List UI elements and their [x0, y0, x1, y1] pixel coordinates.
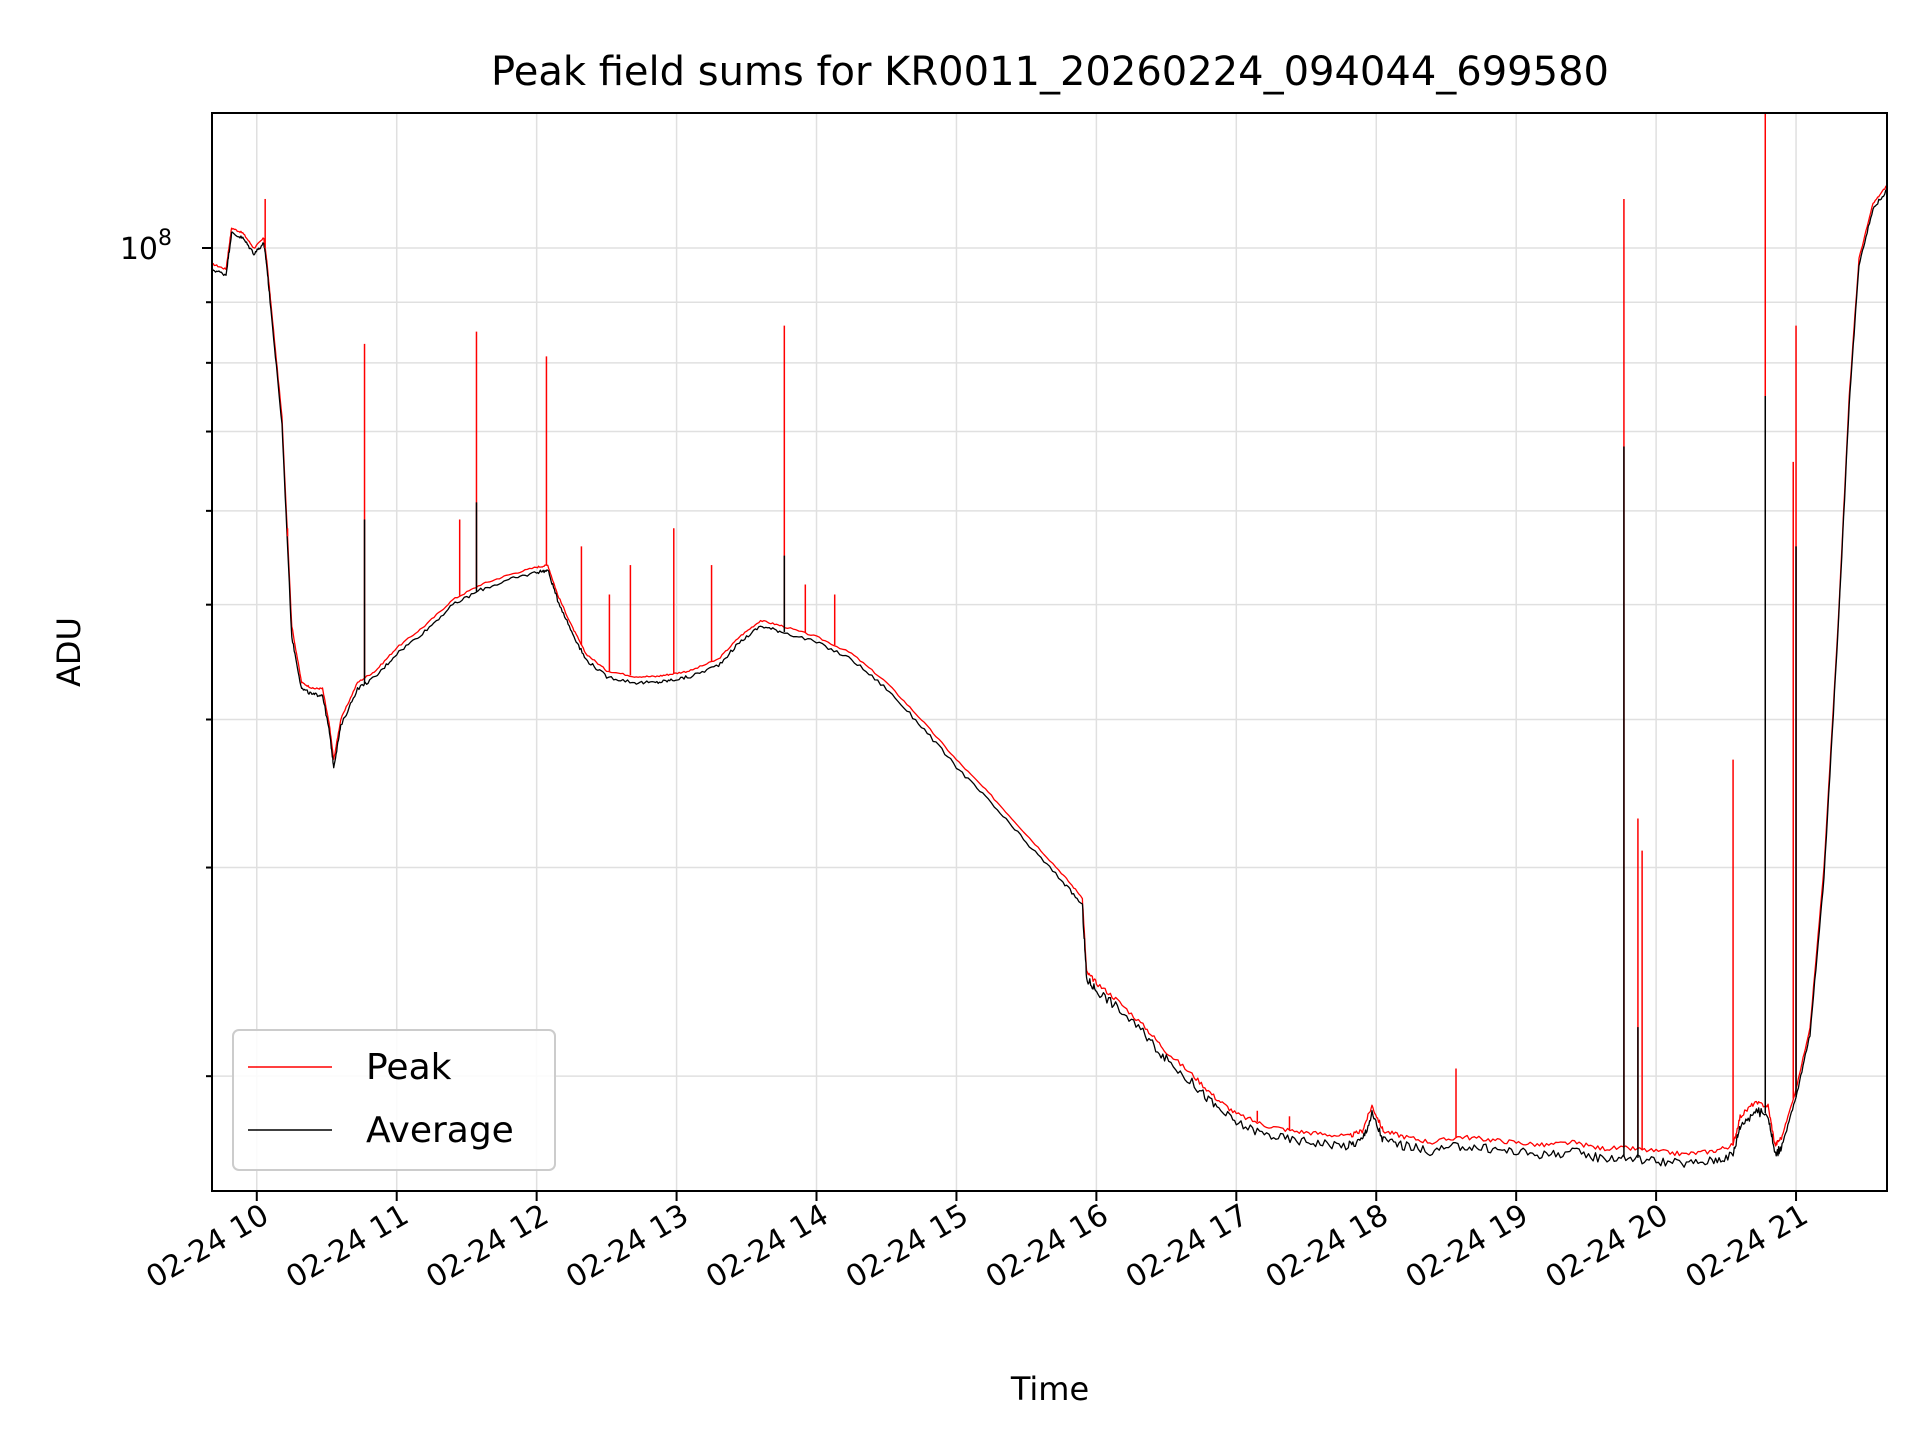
series-layer	[211, 113, 1888, 1168]
grid-layer	[212, 113, 1887, 1191]
legend-label-peak: Peak	[366, 1047, 452, 1088]
y-axis-title: ADU	[50, 617, 88, 687]
legend-box	[232, 1029, 556, 1171]
chart-title: Peak field sums for KR0011_20260224_0940…	[491, 49, 1609, 95]
x-axis-title: Time	[1010, 1370, 1089, 1408]
series-line-average	[211, 189, 1888, 1168]
legend-label-average: Average	[366, 1110, 514, 1151]
series-line-peak	[211, 184, 1888, 1157]
legend: Peak Average	[232, 1029, 556, 1171]
plot-frame	[211, 112, 1888, 1192]
